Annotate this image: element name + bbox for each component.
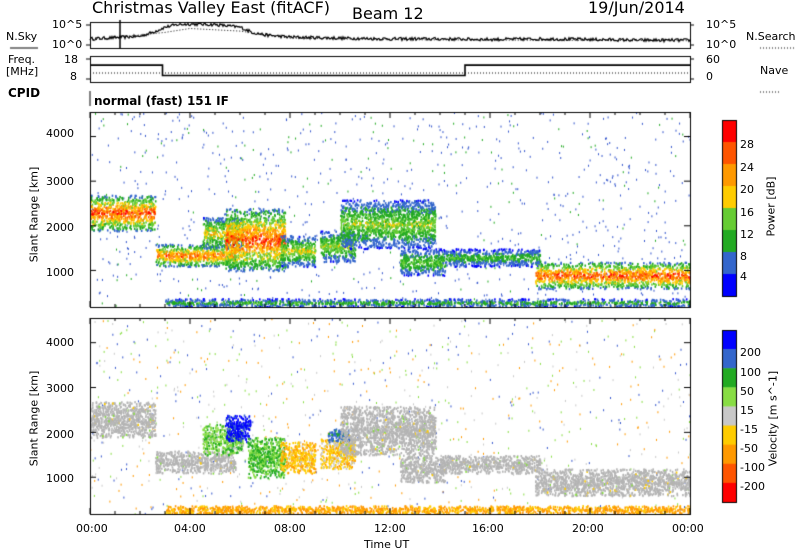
nave-label: Nave (760, 64, 789, 77)
nsky-label: N.Sky (6, 30, 38, 43)
noise-tick-high-left: 10^5 (52, 18, 83, 31)
power-ytick-1000: 1000 (46, 266, 74, 279)
cpid-label: CPID (8, 86, 41, 100)
xtick-1200: 12:00 (374, 522, 406, 535)
plot-title: Christmas Valley East (fitACF) (92, 0, 331, 17)
vel-cbar-tick-50: 50 (740, 385, 754, 398)
power-cbar-tick-4: 4 (740, 270, 747, 283)
nave-tick-low: 0 (706, 70, 713, 83)
vel-cbar-label: Velocity [m s^-1] (766, 370, 780, 467)
power-cbar-tick-20: 20 (740, 183, 754, 196)
xtick-1600: 16:00 (472, 522, 504, 535)
freq-unit: [MHz] (6, 65, 39, 78)
power-ytick-3000: 3000 (46, 175, 74, 188)
nsearch-label: N.Search (746, 30, 796, 43)
vel-ylabel: Slant Range [km] (27, 370, 41, 467)
power-cbar-tick-8: 8 (740, 250, 747, 263)
vel-cbar-tick-m200: -200 (740, 480, 765, 493)
noise-tick-low-left: 10^0 (52, 38, 83, 51)
vel-cbar-tick-m15: -15 (740, 423, 758, 436)
freq-tick-high: 18 (64, 53, 78, 66)
power-ylabel: Slant Range [km] (27, 166, 41, 263)
power-cbar-tick-12: 12 (740, 228, 754, 241)
xtick-2000: 20:00 (572, 522, 604, 535)
vel-cbar-tick-m50: -50 (740, 442, 758, 455)
vel-cbar-tick-m100: -100 (740, 461, 765, 474)
nave-tick-high: 60 (706, 53, 720, 66)
xtick-2400: 00:00 (672, 522, 704, 535)
cpid-value: normal (fast) 151 IF (94, 94, 229, 108)
vel-ytick-2000: 2000 (46, 428, 74, 441)
vel-ytick-1000: 1000 (46, 472, 74, 485)
noise-tick-low-right: 10^0 (706, 38, 737, 51)
power-cbar-tick-16: 16 (740, 206, 754, 219)
vel-ytick-4000: 4000 (46, 336, 74, 349)
xtick-0800: 08:00 (274, 522, 306, 535)
power-ytick-2000: 2000 (46, 221, 74, 234)
power-cbar-label: Power [dB] (764, 176, 778, 237)
vel-ytick-3000: 3000 (46, 382, 74, 395)
power-cbar-tick-28: 28 (740, 138, 754, 151)
vel-cbar-tick-15: 15 (740, 404, 754, 417)
freq-label: Freq. (8, 53, 36, 66)
vel-cbar-tick-200: 200 (740, 346, 761, 359)
x-axis-label: Time UT (364, 538, 410, 551)
vel-cbar-tick-100: 100 (740, 366, 761, 379)
power-cbar-tick-24: 24 (740, 161, 754, 174)
beam-label: Beam 12 (352, 4, 424, 23)
noise-tick-high-right: 10^5 (706, 18, 737, 31)
freq-tick-low: 8 (70, 70, 77, 83)
xtick-0000: 00:00 (76, 522, 108, 535)
xtick-0400: 04:00 (174, 522, 206, 535)
date-label: 19/Jun/2014 (588, 0, 685, 17)
power-ytick-4000: 4000 (46, 127, 74, 140)
